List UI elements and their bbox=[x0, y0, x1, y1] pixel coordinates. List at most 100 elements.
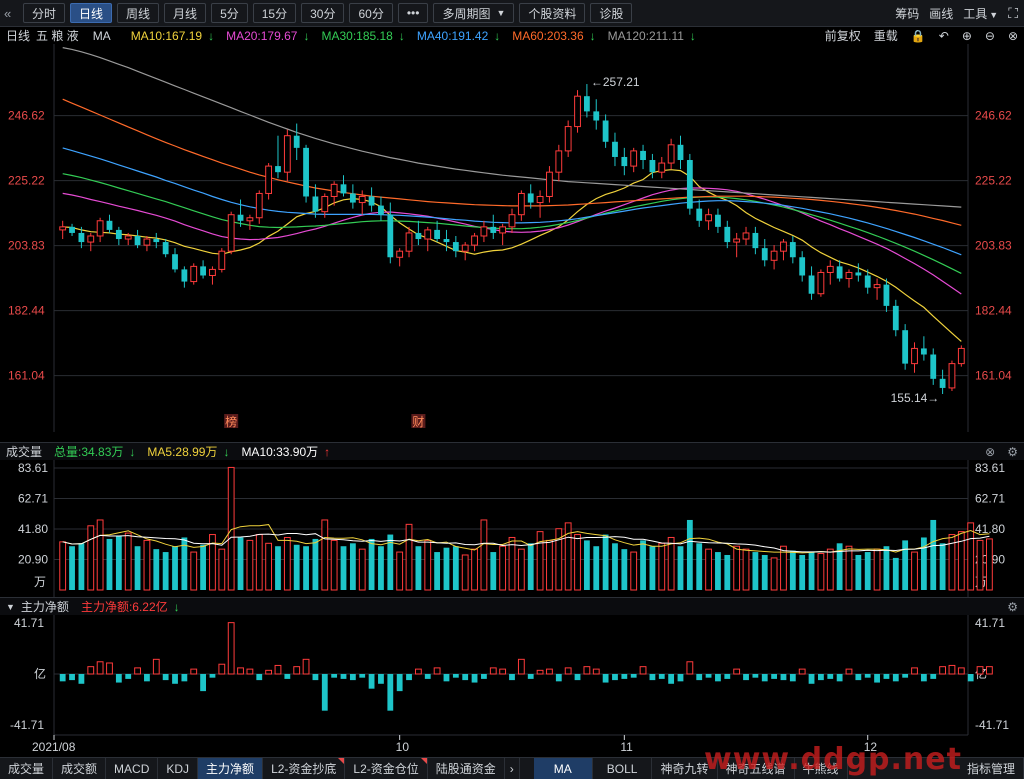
chevron-right-icon[interactable]: › bbox=[505, 757, 520, 779]
y-tick-label-left: 41.71 bbox=[14, 616, 44, 630]
volume-bar bbox=[845, 545, 853, 591]
overlay-button[interactable]: 重载 bbox=[873, 29, 898, 43]
volume-total: 总量:34.83万 ↓ bbox=[48, 443, 135, 460]
close-icon[interactable]: ⊗ bbox=[985, 445, 996, 459]
gear-icon[interactable]: ⚙ bbox=[1007, 600, 1018, 614]
main-force-bar bbox=[284, 674, 291, 679]
main-force-bar bbox=[134, 667, 141, 675]
main-force-bar bbox=[96, 661, 104, 675]
ma40-value: MA40:191.42 ↓ bbox=[411, 29, 500, 43]
tab-l2-position[interactable]: L2-资金仓位 bbox=[345, 757, 428, 779]
tab-boll[interactable]: BOLL bbox=[593, 757, 653, 779]
candle-body bbox=[378, 205, 384, 215]
candle-body bbox=[696, 208, 703, 221]
tab-l2-bottom-fishing[interactable]: L2-资金抄底 bbox=[263, 757, 346, 779]
tab-kdj[interactable]: KDJ bbox=[158, 757, 199, 779]
indicator-name[interactable]: MA bbox=[92, 28, 111, 43]
candle-body bbox=[715, 214, 721, 227]
candle-body bbox=[452, 242, 459, 252]
main-force-bar bbox=[546, 668, 553, 675]
double-chevron-left-icon[interactable]: « bbox=[4, 5, 12, 21]
arrow-down-icon: ↓ bbox=[223, 445, 230, 459]
zoom-out-icon[interactable]: ⊖ bbox=[984, 28, 995, 43]
tools-label: 工具 bbox=[963, 7, 988, 21]
main-force-bar bbox=[602, 674, 609, 683]
price-chart[interactable]: 161.04 161.04 182.44 182.44 203.83 203.83 225.… bbox=[0, 44, 1024, 442]
volume-bar bbox=[564, 522, 572, 591]
period-tab-intraday[interactable]: 分时 bbox=[23, 3, 66, 23]
tab-indicator-manage[interactable]: 指标管理 bbox=[959, 757, 1024, 779]
candle-body bbox=[517, 192, 525, 216]
candle-body bbox=[752, 232, 759, 249]
main-force-bar bbox=[106, 662, 113, 675]
main-force-bar bbox=[845, 668, 853, 675]
ma-line-ma60 bbox=[62, 98, 962, 226]
volume-bar bbox=[434, 552, 441, 590]
volume-bar bbox=[443, 547, 450, 590]
main-force-bar bbox=[836, 674, 843, 682]
gear-icon[interactable]: ⚙ bbox=[1007, 445, 1018, 459]
candle-body bbox=[892, 305, 899, 331]
candle-body bbox=[602, 120, 609, 142]
ma30-text: MA30:185.18 bbox=[321, 28, 393, 43]
y-tick-label-left: 203.83 bbox=[8, 239, 45, 253]
volume-bar bbox=[986, 538, 993, 591]
ma40-text: MA40:191.42 bbox=[416, 28, 489, 43]
tab-volume[interactable]: 成交量 bbox=[0, 757, 54, 779]
volume-bar bbox=[957, 531, 965, 591]
tab-turnover[interactable]: 成交额 bbox=[53, 757, 107, 779]
period-tab-5min[interactable]: 5分 bbox=[211, 3, 248, 23]
period-tab-15min[interactable]: 15分 bbox=[252, 3, 297, 23]
adjust-mode-button[interactable]: 前复权 bbox=[824, 29, 861, 43]
event-marker-box bbox=[224, 414, 239, 428]
tab-main-force[interactable]: 主力净额 bbox=[198, 757, 264, 779]
period-tab-60min[interactable]: 60分 bbox=[349, 3, 393, 23]
draw-line-button[interactable]: 画线 bbox=[929, 7, 954, 21]
main-force-bar bbox=[696, 674, 703, 681]
candle-body bbox=[677, 144, 684, 161]
chips-button[interactable]: 筹码 bbox=[895, 7, 920, 21]
volume-bar bbox=[621, 549, 628, 590]
tab-northbound[interactable]: 陆股通资金 bbox=[428, 757, 505, 779]
zoom-in-icon[interactable]: ⊕ bbox=[961, 28, 972, 43]
candle-body bbox=[424, 229, 432, 240]
main-force-bar bbox=[986, 666, 993, 675]
candle-body bbox=[789, 242, 796, 258]
diagnose-button[interactable]: 诊股 bbox=[590, 3, 633, 23]
volume-bar bbox=[396, 551, 404, 591]
close-icon[interactable]: ⊗ bbox=[1007, 28, 1018, 43]
undo-icon[interactable]: ↶ bbox=[938, 28, 949, 43]
candle-body bbox=[640, 150, 646, 161]
volume-bar bbox=[237, 537, 244, 590]
main-force-bar bbox=[930, 674, 937, 679]
candle-body bbox=[780, 241, 787, 252]
candle-body bbox=[930, 354, 937, 379]
period-tab-monthly[interactable]: 月线 bbox=[164, 3, 207, 23]
candle-body bbox=[172, 254, 178, 270]
collapse-icon[interactable]: ▼ bbox=[6, 601, 15, 612]
tab-bull-bear[interactable]: 牛熊线 bbox=[795, 757, 848, 779]
volume-bar bbox=[770, 557, 778, 591]
candle-body bbox=[770, 250, 778, 261]
period-tab-daily[interactable]: 日线 bbox=[70, 3, 113, 23]
fullscreen-icon[interactable]: ⛶ bbox=[1008, 5, 1018, 21]
period-tab-30min[interactable]: 30分 bbox=[301, 3, 345, 23]
period-tab-weekly[interactable]: 周线 bbox=[117, 3, 160, 23]
main-force-bar bbox=[256, 674, 263, 681]
tab-ma[interactable]: MA bbox=[533, 757, 593, 779]
volume-bar bbox=[873, 548, 881, 591]
main-force-bar bbox=[612, 674, 618, 681]
tools-dropdown[interactable]: 工具 ▼ bbox=[963, 5, 998, 22]
lock-icon[interactable]: 🔒 bbox=[910, 28, 926, 43]
tab-magic-five[interactable]: 神奇五线谱 bbox=[718, 757, 795, 779]
more-periods-button[interactable]: ••• bbox=[397, 3, 429, 23]
tab-macd[interactable]: MACD bbox=[106, 757, 159, 779]
stock-info-button[interactable]: 个股资料 bbox=[519, 3, 586, 23]
volume-bar bbox=[134, 546, 141, 590]
tab-magic-nine[interactable]: 神奇九转 bbox=[652, 757, 718, 779]
main-force-chart[interactable]: 41.7141.71-41.71-41.71亿亿2021/08101112010… bbox=[0, 615, 1024, 757]
time-tick-label: 12 bbox=[864, 740, 878, 754]
volume-chart[interactable]: 20.9020.9041.8041.8062.7162.7183.6183.61… bbox=[0, 460, 1024, 597]
main-force-bar bbox=[190, 668, 198, 675]
multi-period-dropdown[interactable]: 多周期图 ▼ bbox=[433, 3, 515, 23]
